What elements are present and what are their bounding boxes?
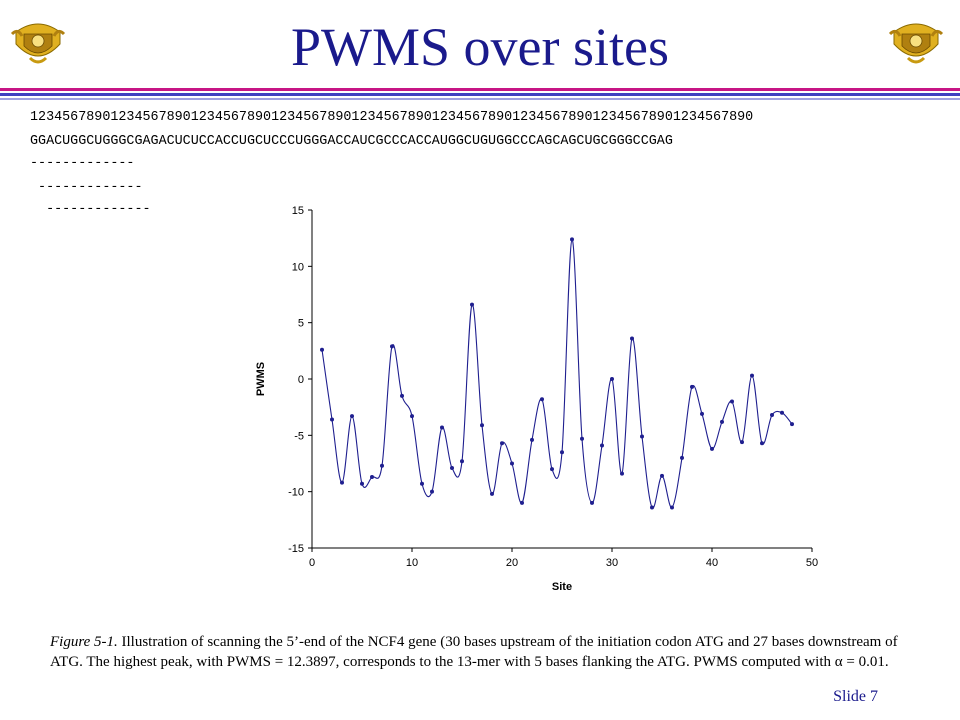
x-tick-label: 10 xyxy=(406,557,418,569)
page-title: PWMS over sites xyxy=(291,17,669,77)
window-row-1: ------------- xyxy=(30,156,135,171)
y-tick-label: -10 xyxy=(288,487,304,499)
data-point xyxy=(320,347,324,352)
data-point xyxy=(570,237,574,242)
data-point xyxy=(530,437,534,442)
x-tick-label: 50 xyxy=(806,557,818,569)
data-point xyxy=(460,459,464,464)
window-row-3: ------------- xyxy=(30,202,151,217)
title-rule xyxy=(0,88,960,91)
data-point xyxy=(590,500,594,505)
data-point xyxy=(350,414,354,419)
x-tick-label: 40 xyxy=(706,557,718,569)
caption-text: Illustration of scanning the 5’-end of t… xyxy=(50,634,898,670)
data-point xyxy=(600,443,604,448)
data-point xyxy=(610,377,614,381)
data-point xyxy=(550,467,554,472)
university-crest-icon xyxy=(888,23,944,64)
data-point xyxy=(520,500,524,505)
data-point xyxy=(540,397,544,402)
data-point xyxy=(480,423,484,428)
data-point xyxy=(490,491,494,496)
series-line xyxy=(321,238,793,509)
data-point xyxy=(760,441,764,446)
data-point xyxy=(560,450,564,455)
data-point xyxy=(410,414,414,419)
data-point xyxy=(620,471,624,476)
data-point xyxy=(700,411,704,416)
data-point xyxy=(420,481,424,486)
x-axis-label: Site xyxy=(552,581,572,593)
figure-caption: Figure 5-1. Illustration of scanning the… xyxy=(50,632,910,672)
pwms-line-chart: -15 -10 -5 0 5 10 15 0 10 20 30 40 50 Site PWMS xyxy=(255,205,818,593)
title-rule-tertiary xyxy=(0,98,960,100)
data-point xyxy=(640,434,644,439)
data-point xyxy=(470,302,474,307)
data-point xyxy=(690,384,694,389)
title-rule-secondary xyxy=(0,93,960,96)
data-point xyxy=(780,410,784,415)
data-point xyxy=(380,463,384,468)
data-point xyxy=(670,505,674,510)
window-row-2: ------------- xyxy=(30,180,143,195)
data-point xyxy=(710,446,714,451)
data-point xyxy=(340,480,344,485)
y-tick-label: -15 xyxy=(288,543,304,555)
y-tick-label: 15 xyxy=(292,205,304,217)
y-tick-label: 5 xyxy=(298,318,304,330)
data-point xyxy=(370,475,374,480)
data-point xyxy=(660,473,664,478)
x-tick-label: 0 xyxy=(309,557,315,569)
sequence-index-row: 1234567890123456789012345678901234567890… xyxy=(30,110,754,125)
university-crest-icon xyxy=(10,23,66,64)
data-point xyxy=(750,373,754,378)
data-point xyxy=(500,441,504,446)
data-point xyxy=(650,505,654,510)
data-point xyxy=(790,422,794,427)
data-point xyxy=(390,344,394,349)
x-tick-label: 30 xyxy=(606,557,618,569)
data-point xyxy=(510,461,514,466)
data-point xyxy=(440,425,444,430)
data-point xyxy=(680,455,684,460)
figure-label: Figure 5-1. xyxy=(50,634,118,650)
data-point xyxy=(740,440,744,445)
y-tick-label: -5 xyxy=(294,430,304,442)
data-point xyxy=(580,436,584,441)
data-point xyxy=(720,419,724,424)
y-tick-label: 0 xyxy=(298,374,304,386)
data-point xyxy=(430,489,434,494)
data-point xyxy=(770,413,774,418)
data-point xyxy=(450,466,454,471)
data-point xyxy=(360,481,364,486)
y-tick-label: 10 xyxy=(292,261,304,273)
data-point xyxy=(630,336,634,341)
slide-number: Slide 7 xyxy=(833,688,878,705)
x-tick-label: 20 xyxy=(506,557,518,569)
data-point xyxy=(330,417,334,422)
y-axis-label: PWMS xyxy=(255,362,267,396)
data-point xyxy=(730,399,734,404)
data-point xyxy=(400,393,404,398)
sequence-bases-row: GGACUGGCUGGGCGAGACUCUCCACCUGCUCCCUGGGACC… xyxy=(30,134,673,149)
